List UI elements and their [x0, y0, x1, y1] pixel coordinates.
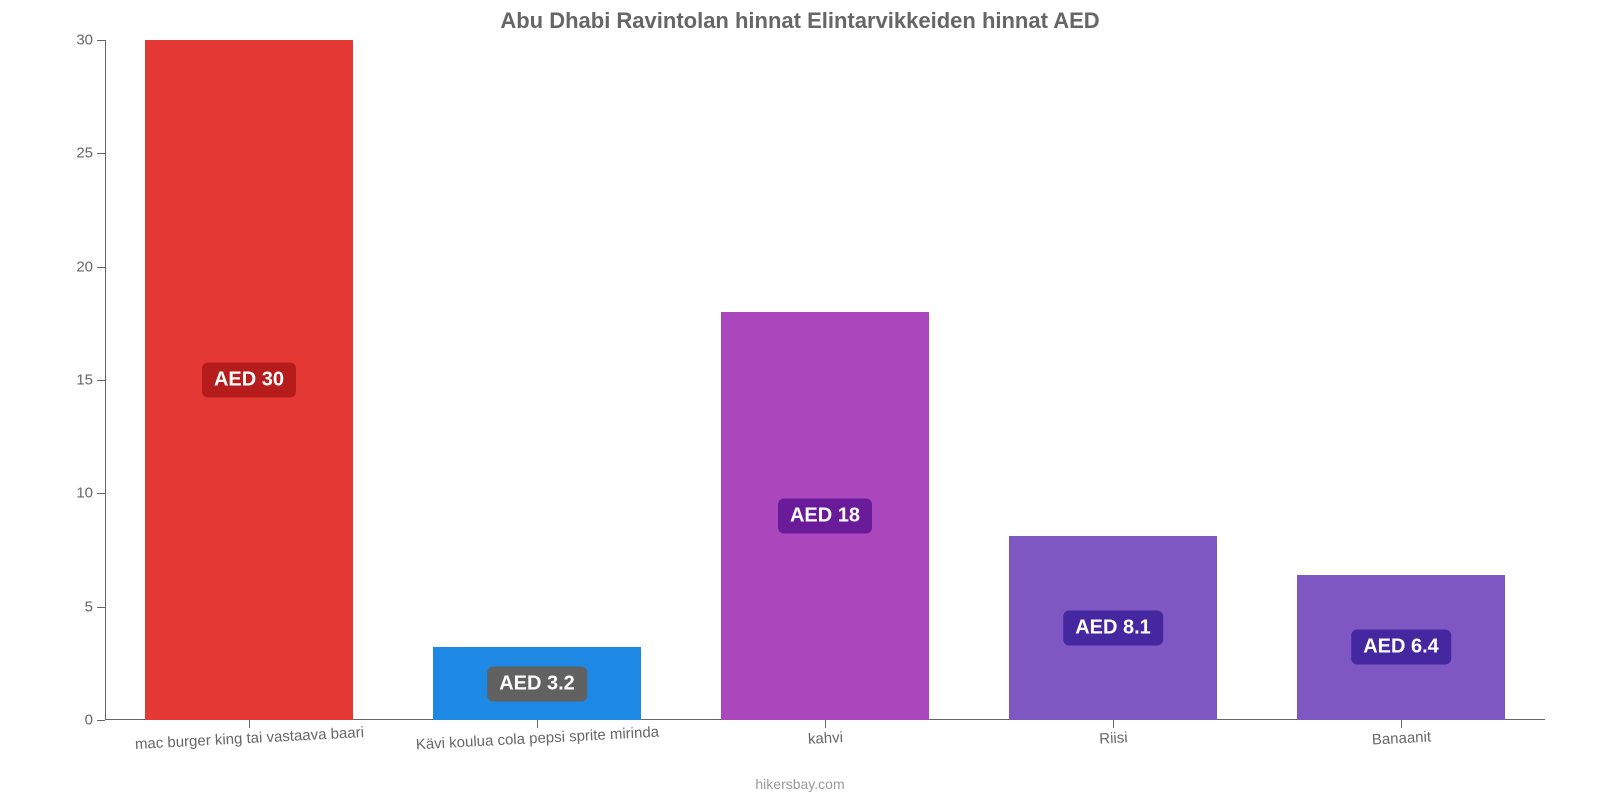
bar: AED 30	[145, 40, 352, 720]
y-tick	[97, 493, 105, 494]
bar-value-label: AED 6.4	[1351, 630, 1451, 665]
attribution-text: hikersbay.com	[0, 776, 1600, 792]
y-axis	[105, 40, 106, 720]
y-tick	[97, 380, 105, 381]
y-tick	[97, 40, 105, 41]
bar-value-label: AED 3.2	[487, 666, 587, 701]
bar-value-label: AED 18	[778, 499, 872, 534]
x-tick	[249, 720, 250, 728]
y-tick-label: 20	[76, 258, 93, 275]
x-tick-label: Riisi	[1099, 729, 1128, 747]
chart-title: Abu Dhabi Ravintolan hinnat Elintarvikke…	[0, 8, 1600, 34]
x-tick	[825, 720, 826, 728]
y-tick	[97, 267, 105, 268]
x-tick	[1401, 720, 1402, 728]
plot-area: 051015202530AED 30mac burger king tai va…	[105, 40, 1545, 720]
y-tick-label: 5	[85, 598, 93, 615]
x-tick	[537, 720, 538, 728]
y-tick	[97, 607, 105, 608]
y-tick-label: 10	[76, 485, 93, 502]
x-tick-label: kahvi	[808, 729, 844, 748]
x-tick-label: Kävi koulua cola pepsi sprite mirinda	[415, 724, 659, 754]
bar: AED 18	[721, 312, 928, 720]
y-tick-label: 25	[76, 145, 93, 162]
x-tick-label: Banaanit	[1371, 728, 1431, 748]
bar-value-label: AED 30	[202, 363, 296, 398]
price-chart: Abu Dhabi Ravintolan hinnat Elintarvikke…	[0, 0, 1600, 800]
y-tick-label: 30	[76, 32, 93, 49]
y-tick	[97, 153, 105, 154]
bar: AED 8.1	[1009, 536, 1216, 720]
y-tick-label: 15	[76, 372, 93, 389]
bar: AED 3.2	[433, 647, 640, 720]
x-tick	[1113, 720, 1114, 728]
bar: AED 6.4	[1297, 575, 1504, 720]
x-tick-label: mac burger king tai vastaava baari	[135, 724, 365, 753]
y-tick-label: 0	[85, 712, 93, 729]
y-tick	[97, 720, 105, 721]
bar-value-label: AED 8.1	[1063, 611, 1163, 646]
